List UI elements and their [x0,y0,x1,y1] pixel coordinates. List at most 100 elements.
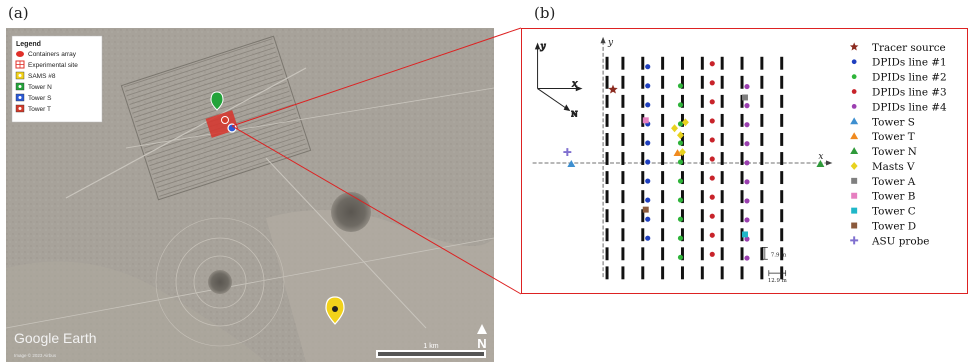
tower-n-marker [210,91,224,111]
container-bar [605,133,609,146]
container-bar [661,190,665,204]
container-bar [760,171,764,185]
schematic-legend-item: Tower T [850,131,915,143]
dpid-dot [744,141,750,147]
container-bar [605,209,609,223]
container-bar [621,171,625,185]
container-bar [621,75,625,89]
container-bar [740,94,744,108]
container-bar [661,209,665,223]
schematic-legend-label: DPIDs line #1 [872,57,947,69]
container-bar [641,75,645,89]
container-bar [661,56,665,70]
dpid-dot [677,254,684,260]
north-label: N [477,336,486,351]
dpid-dot [645,235,651,241]
dpid-dot [645,178,651,184]
schematic-legend-item: Tracer source [849,42,946,54]
panel-a-label: (a) [8,4,29,22]
container-bar [740,75,744,89]
container-bar [740,56,744,70]
tower-d-marker [642,206,649,213]
dpid-dot [677,121,684,127]
container-bar [641,94,645,108]
container-bar [720,56,724,70]
container-bar [720,209,724,223]
container-bar [661,75,665,89]
container-bar [661,152,665,165]
container-bar [740,190,744,204]
container-bar [780,56,784,70]
container-bar [621,266,625,280]
container-bar [661,247,665,261]
container-bar [760,56,764,70]
dimension-vertical-label: 7.9 m [771,252,787,258]
schematic-legend-label: Tower N [872,146,917,158]
dpid-dot [709,194,715,200]
satellite-legend-item: Tower N [15,82,52,91]
dpid-dot [677,159,684,165]
container-bar [740,266,744,280]
container-bar [700,247,704,261]
container-bar [621,152,625,165]
satellite-legend-label: Containers array [28,51,77,58]
main-axes [532,36,833,278]
container-bar [740,209,744,223]
container-bar [641,133,645,146]
schematic-legend-item: Tower D [851,220,916,232]
dpid-dot [677,102,684,108]
container-bar [780,171,784,185]
container-bar [720,94,724,108]
dpid-dot [744,179,750,185]
container-bar [680,75,684,89]
container-bar [621,190,625,204]
container-bar [740,171,744,185]
schematic-legend-item: DPIDs line #3 [851,86,947,98]
dpid-dot [709,99,715,105]
container-bar [700,171,704,185]
container-bar [760,266,764,280]
container-bar [700,190,704,204]
dpid-dot [709,61,715,67]
container-bar [621,56,625,70]
container-bar [641,209,645,223]
container-bar [605,228,609,242]
container-bar [760,190,764,204]
schematic-legend-item: Tower C [851,206,916,218]
schematic-legend-label: Tower C [872,206,916,218]
container-bar [720,266,724,280]
main-y-axis-label: y [607,38,614,48]
container-bar [720,113,724,127]
container-bar [780,133,784,146]
schematic-legend-item: DPIDs line #1 [851,57,947,69]
tower-t-marker [673,149,682,157]
schematic-legend-item: Tower A [851,176,916,188]
container-bar [621,113,625,127]
schematic-legend-label: Tower T [872,131,915,143]
dpid-dot [744,217,750,223]
dpid-dot [677,178,684,184]
container-bar [680,113,684,127]
container-bar [700,56,704,70]
container-bar [605,190,609,204]
tower-c-marker [742,231,748,238]
container-bar [621,133,625,146]
container-bar [641,171,645,185]
container-bar [760,133,764,146]
container-bar [605,152,609,165]
compass-y-label: y [540,42,547,52]
container-bar [605,171,609,185]
schematic-legend-item: DPIDs line #2 [851,72,947,84]
dimension-vertical [761,246,768,260]
container-bar [720,133,724,146]
satellite-map: Legend Containers array Experimental site… [6,28,494,362]
dpid-dot [744,236,750,242]
container-bar [740,152,744,165]
dpid-dot [709,175,715,181]
container-bar [780,209,784,223]
container-bar [740,113,744,127]
dimension-horizontal-label: 12.9 m [768,278,787,284]
scale-bar: 1 km [376,343,486,358]
compass-axes: y x N [534,41,583,119]
container-bar [605,75,609,89]
